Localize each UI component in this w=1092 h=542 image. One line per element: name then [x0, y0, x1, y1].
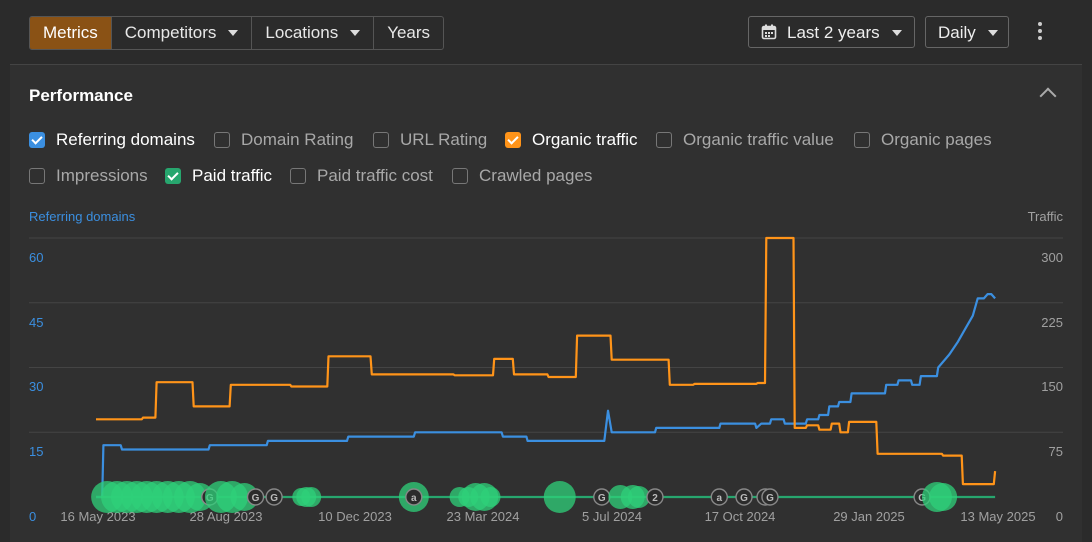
annotation-bubble — [627, 486, 650, 508]
series-line-referring-domains — [96, 293, 996, 499]
metric-label: Organic traffic value — [683, 130, 834, 149]
right-tick: 300 — [1041, 250, 1063, 265]
tab-years[interactable]: Years — [387, 23, 431, 42]
metric-checkbox-impressions[interactable]: Impressions — [29, 165, 148, 187]
left-axis-label: Referring domains — [29, 209, 136, 224]
metric-label: Paid traffic — [192, 166, 273, 185]
right-axis-label: Traffic — [1027, 209, 1063, 224]
checkbox-box[interactable] — [452, 168, 468, 184]
date-range-dropdown[interactable]: Last 2 years — [748, 16, 915, 48]
left-tick: 45 — [29, 315, 44, 330]
granularity-dropdown[interactable]: Daily — [925, 16, 1009, 48]
right-tick: 75 — [1048, 444, 1063, 459]
toolbar: Metrics Competitors Locations Years Last… — [0, 0, 1092, 64]
checkbox-box[interactable] — [656, 132, 672, 148]
metric-checkbox-url-rating[interactable]: URL Rating — [373, 129, 487, 151]
metric-label: Referring domains — [56, 130, 195, 149]
annotation-letter: G — [270, 493, 278, 504]
checkbox-box[interactable] — [373, 132, 389, 148]
x-tick-label: 5 Jul 2024 — [582, 509, 642, 524]
annotation-marker — [405, 488, 423, 506]
metric-label: Paid traffic cost — [317, 166, 433, 185]
annotation-letter: G — [252, 493, 260, 504]
metric-label: Crawled pages — [479, 166, 593, 185]
checkbox-box[interactable] — [29, 132, 45, 148]
calendar-icon — [761, 24, 777, 40]
annotation-letter: 2 — [652, 493, 658, 504]
annotation-marker — [735, 488, 753, 506]
right-tick: 150 — [1041, 379, 1063, 394]
annotation-letter: G — [766, 493, 774, 504]
x-tick-label: 28 Aug 2023 — [189, 509, 262, 524]
metric-checkbox-paid-traffic[interactable]: Paid traffic — [165, 165, 272, 187]
right-tick: 0 — [1055, 509, 1063, 524]
annotation-bubble — [301, 487, 322, 507]
annotation-bubble — [543, 481, 576, 513]
x-tick-label: 29 Jan 2025 — [833, 509, 905, 524]
metric-checkbox-organic-traffic[interactable]: Organic traffic — [505, 129, 638, 151]
chevron-down-icon — [987, 29, 998, 36]
right-tick: 225 — [1041, 315, 1063, 330]
x-tick-label: 17 Oct 2024 — [705, 509, 776, 524]
annotation-marker — [246, 488, 265, 506]
panel-title: Performance — [29, 86, 133, 105]
date-range-label: Last 2 years — [787, 23, 880, 42]
annotation-marker — [646, 488, 664, 506]
metric-label: URL Rating — [400, 130, 488, 149]
metric-label: Organic pages — [881, 130, 992, 149]
x-tick-label: 13 May 2025 — [960, 509, 1035, 524]
checkbox-box[interactable] — [29, 168, 45, 184]
series-line-organic-traffic — [96, 236, 997, 486]
metric-checkbox-organic-traffic-value[interactable]: Organic traffic value — [656, 129, 834, 151]
left-tick: 15 — [29, 444, 44, 459]
chevron-down-icon — [891, 29, 902, 36]
checkbox-box[interactable] — [165, 168, 181, 184]
x-tick-label: 23 Mar 2024 — [447, 509, 520, 524]
metric-checkbox-referring-domains[interactable]: Referring domains — [29, 129, 195, 151]
report-tabs: Metrics Competitors Locations Years — [29, 16, 445, 50]
annotation-letter: G — [598, 493, 606, 504]
chevron-down-icon — [350, 29, 361, 36]
annotation-bubble — [929, 483, 958, 511]
checkbox-box[interactable] — [505, 132, 521, 148]
granularity-label: Daily — [938, 23, 976, 42]
x-tick-label: 10 Dec 2023 — [318, 509, 392, 524]
annotation-letter: a — [411, 493, 417, 504]
checkbox-box[interactable] — [854, 132, 870, 148]
checkbox-box[interactable] — [290, 168, 306, 184]
metric-checkbox-organic-pages[interactable]: Organic pages — [854, 129, 992, 151]
chevron-down-icon — [228, 29, 239, 36]
left-tick: 30 — [29, 379, 44, 394]
annotation-marker — [761, 488, 779, 506]
metric-label: Organic traffic — [532, 130, 638, 149]
checkbox-box[interactable] — [214, 132, 230, 148]
annotation-bubble — [480, 487, 501, 507]
kebab-menu-icon[interactable] — [1035, 22, 1045, 42]
metric-label: Impressions — [56, 166, 148, 185]
metric-checkbox-domain-rating[interactable]: Domain Rating — [214, 129, 353, 151]
metric-checkbox-paid-traffic-cost[interactable]: Paid traffic cost — [290, 165, 433, 187]
annotation-letter: G — [740, 493, 748, 504]
metric-label: Domain Rating — [241, 130, 354, 149]
annotation-marker — [265, 488, 283, 506]
left-tick: 0 — [29, 509, 37, 524]
annotation-letter: a — [716, 493, 722, 504]
left-tick: 60 — [29, 250, 44, 265]
tab-locations[interactable]: Locations — [252, 17, 375, 49]
annotation-marker — [710, 488, 728, 506]
tab-competitors[interactable]: Competitors — [112, 17, 253, 49]
tab-metrics[interactable]: Metrics — [30, 17, 112, 49]
metric-checkbox-crawled-pages[interactable]: Crawled pages — [452, 165, 592, 187]
